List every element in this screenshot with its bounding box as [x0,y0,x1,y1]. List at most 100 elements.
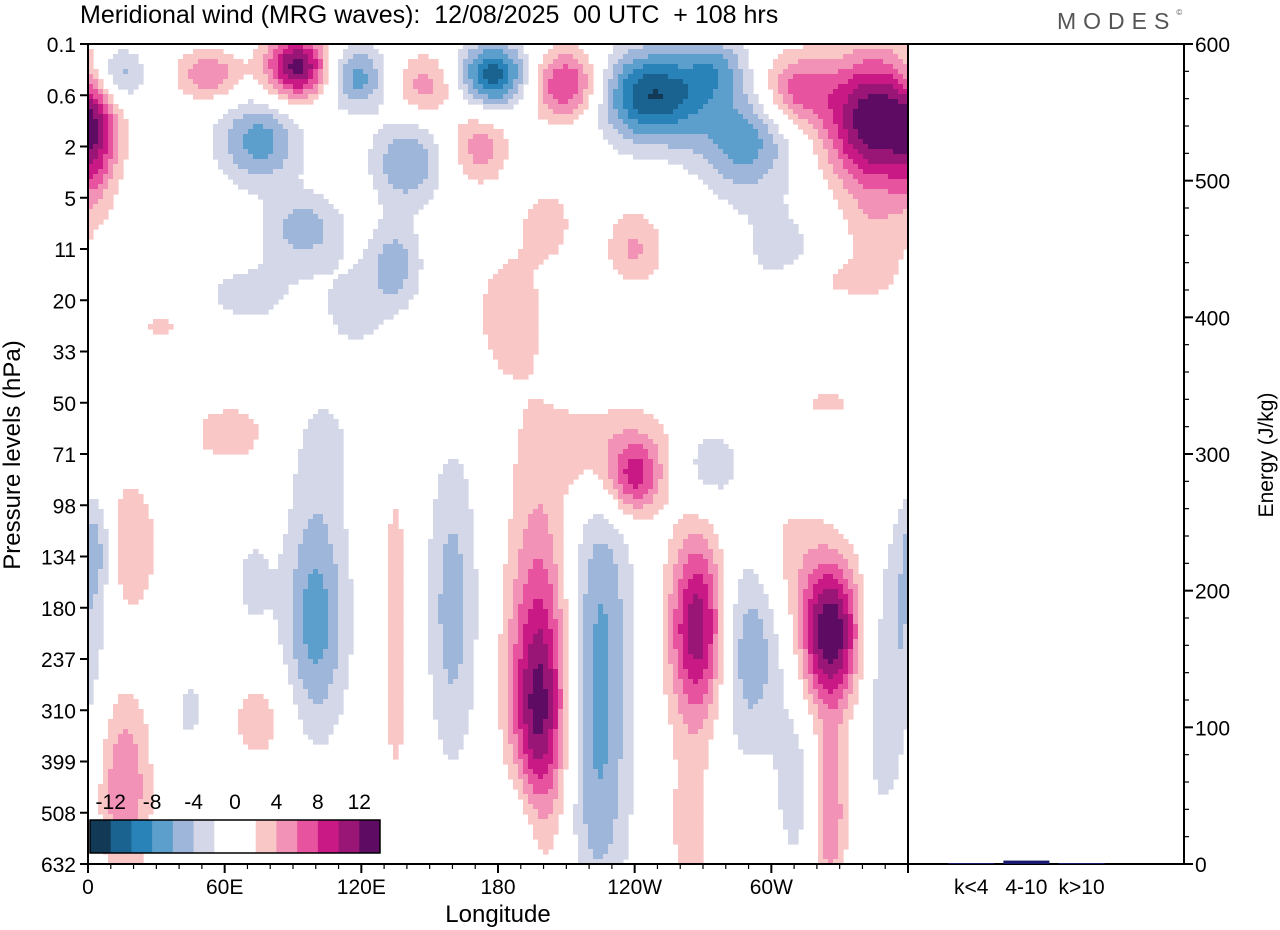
heatmap-cell [593,554,614,560]
heatmap-cell [288,129,304,135]
heatmap-cell [628,464,644,470]
heatmap-cell [898,614,909,620]
heatmap-cell [818,824,824,830]
heatmap-cell [528,774,539,780]
heatmap-cell [703,614,714,620]
heatmap-cell [683,564,709,570]
heatmap-cell [468,149,494,155]
heatmap-cell [843,574,854,580]
heatmap-cell [608,759,619,765]
heatmap-cell [858,659,864,665]
heatmap-cell [613,234,659,240]
heatmap-cell [708,589,714,595]
heatmap-cell [873,699,909,705]
heatmap-cell [888,564,904,570]
heatmap-cell [808,614,814,620]
heatmap-cell [713,634,719,640]
heatmap-cell [103,99,109,105]
heatmap-cell [718,584,724,590]
heatmap-cell [463,574,479,580]
heatmap-cell [718,664,724,670]
heatmap-cell [798,594,804,600]
heatmap-cell [218,289,289,295]
heatmap-cell [503,564,519,570]
heatmap-cell [818,644,844,650]
heatmap-cell [113,169,124,175]
heatmap-cell [673,799,704,805]
heatmap-cell [808,119,824,125]
heatmap-cell [108,59,139,65]
heatmap-cell [108,99,114,105]
heatmap-cell [448,679,454,685]
heatmap-cell [273,139,289,145]
heatmap-cell [133,739,149,745]
heatmap-cell [808,644,814,650]
heatmap-cell [558,569,564,575]
heatmap-cell [383,169,429,175]
heatmap-cell [703,479,729,485]
heatmap-cell [558,579,564,585]
heatmap-cell [528,699,549,705]
heatmap-cell [498,654,509,660]
heatmap-cell [848,139,864,145]
heatmap-cell [753,109,764,115]
heatmap-cell [693,149,724,155]
heatmap-cell [843,584,849,590]
heatmap-cell [903,629,909,635]
heatmap-cell [813,624,819,630]
heatmap-cell [503,94,514,100]
heatmap-cell [683,609,689,615]
heatmap-cell [698,474,734,480]
heatmap-cell [663,589,674,595]
heatmap-cell [503,609,514,615]
heatmap-cell [663,94,689,100]
heatmap-cell [608,139,634,145]
heatmap-cell [103,129,109,135]
heatmap-cell [823,804,844,810]
heatmap-cell [318,659,339,665]
heatmap-cell [713,669,719,675]
heatmap-cell [783,69,839,75]
heatmap-cell [693,64,714,70]
heatmap-cell [513,589,524,595]
heatmap-cell [293,634,304,640]
heatmap-cell [708,99,734,105]
heatmap-cell [593,684,609,690]
heatmap-cell [673,689,684,695]
heatmap-cell [428,669,449,675]
heatmap-cell [593,729,609,735]
heatmap-cell [898,509,909,515]
heatmap-cell [778,84,789,90]
heatmap-cell [733,689,744,695]
heatmap-cell [653,494,669,500]
heatmap-cell [623,669,634,675]
heatmap-cell [713,679,724,685]
heatmap-cell [548,694,554,700]
heatmap-cell [103,189,119,195]
heatmap-cell [378,194,434,200]
energy-panel-frame [907,43,1185,865]
heatmap-cell [863,184,909,190]
heatmap-cell [328,594,339,600]
heatmap-cell [818,779,824,785]
heatmap-cell [613,104,624,110]
heatmap-cell [428,609,439,615]
heatmap-cell [753,239,804,245]
heatmap-cell [563,644,569,650]
heatmap-cell [233,119,279,125]
heatmap-cell [853,689,859,695]
heatmap-cell [88,54,94,60]
heatmap-cell [848,154,864,160]
heatmap-cell [898,619,909,625]
heatmap-cell [583,614,599,620]
heatmap-cell [608,79,619,85]
heatmap-cell [268,64,279,70]
energy-bar [1058,863,1105,864]
heatmap-cell [498,689,509,695]
heatmap-cell [693,679,699,685]
heatmap-cell [563,734,569,740]
heatmap-cell [513,484,569,490]
heatmap-cell [678,599,684,605]
heatmap-cell [728,154,759,160]
heatmap-cell [513,469,584,475]
